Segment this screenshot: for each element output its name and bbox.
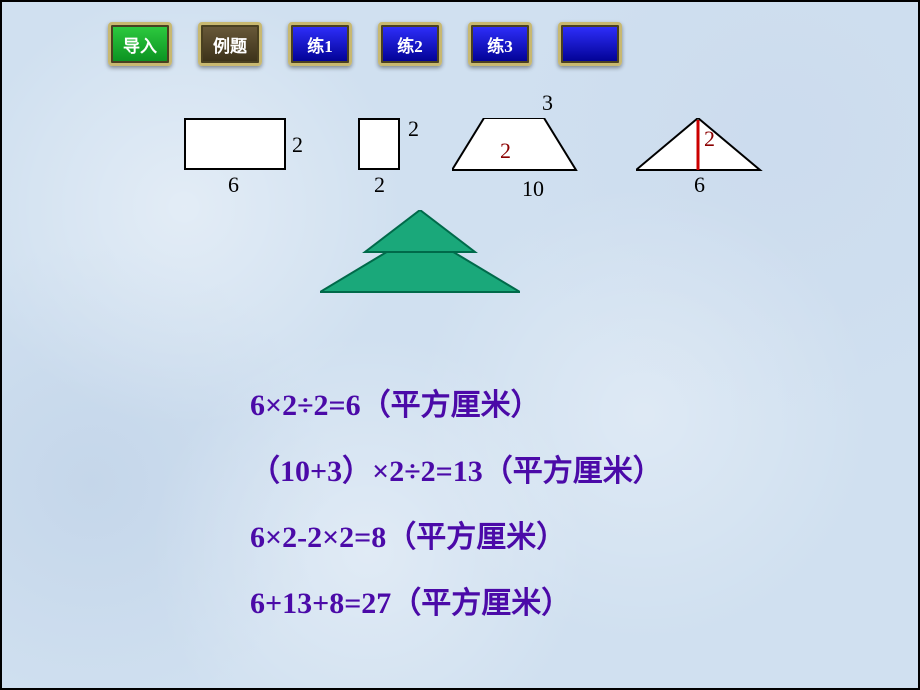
rectangle-shape <box>184 118 286 170</box>
triangle-base-label: 6 <box>694 172 705 198</box>
trapezoid-bottom-label: 10 <box>522 176 544 202</box>
square-width-label: 2 <box>374 172 385 198</box>
square-shape <box>358 118 400 170</box>
nav-blank-button[interactable] <box>558 22 622 66</box>
composite-tree-shape <box>320 210 520 300</box>
trapezoid-polygon <box>452 118 576 170</box>
nav-bar: 导入 例题 练1 练2 练3 <box>108 22 622 66</box>
nav-practice-2-button[interactable]: 练2 <box>378 22 442 66</box>
nav-practice-1-button[interactable]: 练1 <box>288 22 352 66</box>
equation-line-1: 6×2÷2=6（平方厘米） <box>250 380 663 424</box>
square-height-label: 2 <box>408 116 419 142</box>
rectangle-width-label: 6 <box>228 172 239 198</box>
nav-import-button[interactable]: 导入 <box>108 22 172 66</box>
equation-line-4: 6+13+8=27（平方厘米） <box>250 578 663 622</box>
trapezoid-top-label: 3 <box>542 90 553 116</box>
triangle-shape <box>636 118 764 174</box>
nav-example-button[interactable]: 例题 <box>198 22 262 66</box>
equations-block: 6×2÷2=6（平方厘米） （10+3）×2÷2=13（平方厘米） 6×2-2×… <box>250 380 663 622</box>
equation-line-3: 6×2-2×2=8（平方厘米） <box>250 512 663 556</box>
shapes-row: 2 6 2 2 3 2 10 2 6 <box>0 90 920 220</box>
trapezoid-shape <box>452 118 580 174</box>
rectangle-height-label: 2 <box>292 132 303 158</box>
equation-line-2: （10+3）×2÷2=13（平方厘米） <box>250 446 663 490</box>
triangle-height-label: 2 <box>704 126 715 152</box>
tree-small-triangle <box>365 210 475 252</box>
nav-practice-3-button[interactable]: 练3 <box>468 22 532 66</box>
trapezoid-height-label: 2 <box>500 138 511 164</box>
